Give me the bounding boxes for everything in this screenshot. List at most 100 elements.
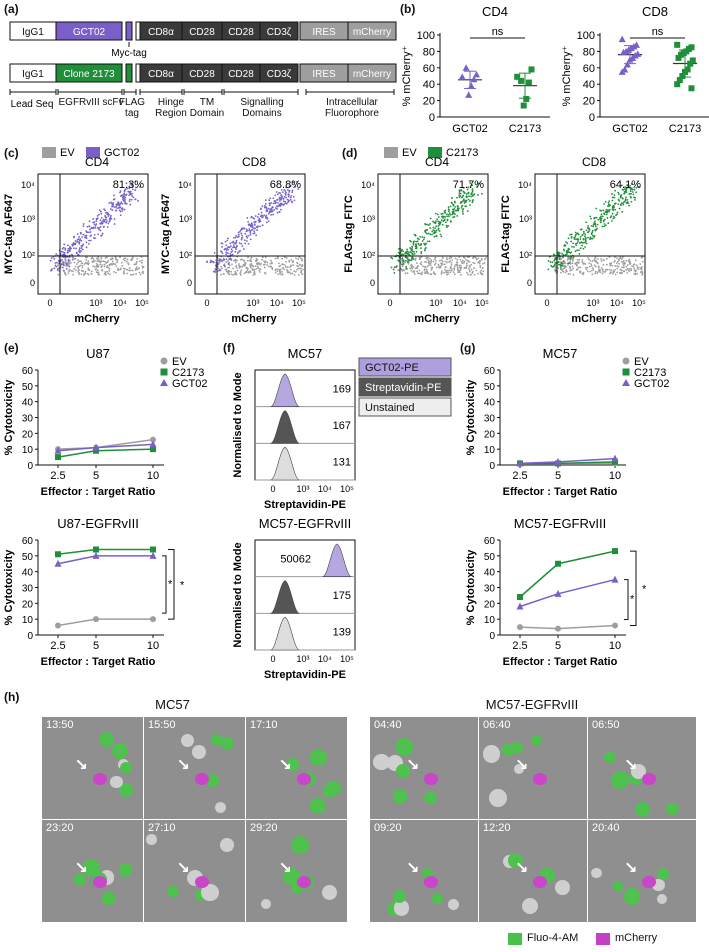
- row1-seg-7: mCherry: [353, 27, 391, 38]
- arrow-icon: ↘: [515, 858, 529, 878]
- line-xtick-1-0: 2.5: [50, 640, 65, 652]
- line-pt-3-0-1: [555, 625, 561, 632]
- line-title-1: U87-EGFRvIII: [57, 516, 139, 531]
- b-title-0: CD4: [482, 4, 508, 19]
- b-point-1-0-0: [618, 35, 626, 43]
- b-yticklabel-0-3: 60: [423, 63, 435, 75]
- line-pt-3-1-1: [555, 560, 561, 567]
- panel-label-b: (b): [400, 2, 416, 16]
- b-xlabel-1-1: C2173: [669, 123, 701, 135]
- flow-ytick-3-1: 10³: [519, 214, 532, 224]
- flow-xtick-2-3: 10⁵: [475, 298, 489, 308]
- domain-signalling: Signalling Domains: [240, 97, 284, 119]
- b-point-1-0-10: [626, 56, 634, 63]
- cell: [118, 782, 133, 797]
- row2-seg-6: IRES: [312, 69, 336, 80]
- line-legend-2-2: GCT02: [634, 378, 669, 390]
- panel-label-f: (f): [223, 341, 235, 355]
- flow-xtick-1-1: 10³: [246, 298, 259, 308]
- line-ytick-2-2: 20: [484, 429, 496, 440]
- legend-mcherry-swatch: [596, 933, 610, 945]
- hist-legend-0: GCT02-PE: [365, 362, 419, 374]
- cell: [396, 763, 411, 778]
- line-title-0: U87: [86, 346, 110, 361]
- cell: [321, 885, 337, 901]
- flow-percent-0: 81.3%: [113, 179, 144, 191]
- line-pt-3-2-1: [554, 589, 562, 597]
- cell: [396, 738, 414, 756]
- line-ytick-1-3: 30: [22, 584, 34, 595]
- line-ytick-0-6: 60: [22, 366, 34, 377]
- hist-legend-box-2: [358, 397, 452, 417]
- line-ytick-0-2: 20: [22, 429, 34, 440]
- row2-seg-4: CD28: [228, 69, 254, 80]
- line-xtick-2-1: 5: [555, 470, 561, 482]
- line-pt-1-1-2: [150, 546, 156, 553]
- b-point-1-1-12: [676, 77, 683, 84]
- hist-xtick-1-3: 10⁵: [340, 654, 354, 664]
- flow-xtick-2-1: 10³: [429, 298, 442, 308]
- cell: [555, 880, 571, 896]
- arrow-icon: ↘: [624, 755, 638, 775]
- b-stat-0: ns: [492, 26, 504, 38]
- hist-ylabel-0: Normalised to Mode: [232, 372, 244, 477]
- cell: [181, 733, 195, 748]
- flow-percent-3: 64.1%: [610, 179, 641, 191]
- line-ylabel-0: % Cytotoxicity: [3, 379, 15, 456]
- cell: [510, 742, 523, 754]
- flow-xtick-3-0: 0: [544, 298, 549, 308]
- line-stat2-3: *: [630, 594, 635, 606]
- line-xlabel-3: Effector : Target Ratio: [503, 656, 618, 668]
- cell: [612, 881, 624, 893]
- line-pt-0-1-2: [150, 446, 156, 453]
- flow-title-3: CD8: [582, 155, 606, 169]
- line-pt-2-2-0: [516, 459, 524, 467]
- flow-ytick-2-2: 10²: [362, 250, 375, 260]
- mcherry-t-cell: [642, 876, 656, 889]
- line-pt-3-1-0: [517, 594, 523, 600]
- micro-left-0-time: 13:50: [46, 719, 74, 731]
- flow-xtick-3-3: 10⁵: [632, 298, 646, 308]
- cell: [488, 788, 507, 807]
- cell: [421, 867, 433, 879]
- line-ytick-2-0: 0: [489, 461, 495, 472]
- b-point-0-1-1: [528, 66, 535, 73]
- line-xlabel-1: Effector : Target Ratio: [41, 656, 156, 668]
- micro-left-2-time: 17:10: [250, 719, 278, 731]
- line-ytick-3-3: 30: [484, 584, 496, 595]
- line-ytick-0-0: 0: [27, 461, 33, 472]
- line-ytick-3-2: 20: [484, 599, 496, 610]
- flow-xlabel-0: mCherry: [74, 313, 120, 325]
- b-point-1-1-6: [675, 54, 682, 61]
- cell: [611, 770, 630, 789]
- b-point-1-1-7: [689, 57, 696, 64]
- hist-xtick-0-2: 10⁴: [318, 484, 332, 494]
- flow-ylabel-0: MYC-tag AF647: [3, 194, 15, 274]
- line-pt-3-2-0: [516, 602, 524, 610]
- hist-legend-1: Streptavidin-PE: [365, 382, 441, 394]
- line-legend-0-1: C2173: [172, 367, 204, 379]
- line-pt-2-2-2: [611, 454, 619, 462]
- micro-right-4-time: 12:20: [483, 822, 511, 834]
- hist-xtick-1-1: 10³: [296, 654, 309, 664]
- domain-tm: TM Domain: [189, 97, 225, 119]
- line-series-1-2: [57, 555, 153, 565]
- line-legend-2-1: C2173: [634, 367, 666, 379]
- cell: [214, 801, 226, 814]
- micro-left-5: 29:20 ↘: [246, 820, 347, 922]
- mcherry-t-cell: [424, 773, 438, 786]
- cell: [513, 763, 525, 775]
- myc-tag-label: Myc-tag: [111, 48, 147, 59]
- row1-seg-6: IRES: [312, 27, 336, 38]
- flow-xtick-2-0: 0: [387, 298, 392, 308]
- line-xtick-1-2: 10: [147, 640, 159, 652]
- construct-row-c2173: IgG1 Clone 2173 CD8α CD28 CD28 CD3ζ IRES…: [9, 63, 397, 83]
- flow-xtick-0-2: 10⁴: [113, 298, 127, 308]
- flow-frame-3: [534, 173, 646, 295]
- line-series-3-0: [519, 624, 616, 630]
- micro-left-title: MC57: [155, 697, 190, 712]
- panel-label-e: (e): [4, 341, 19, 355]
- arrow-icon: ↘: [406, 755, 420, 775]
- row2-seg-0: IgG1: [22, 69, 44, 80]
- legend-c2173-d: C2173: [446, 147, 478, 159]
